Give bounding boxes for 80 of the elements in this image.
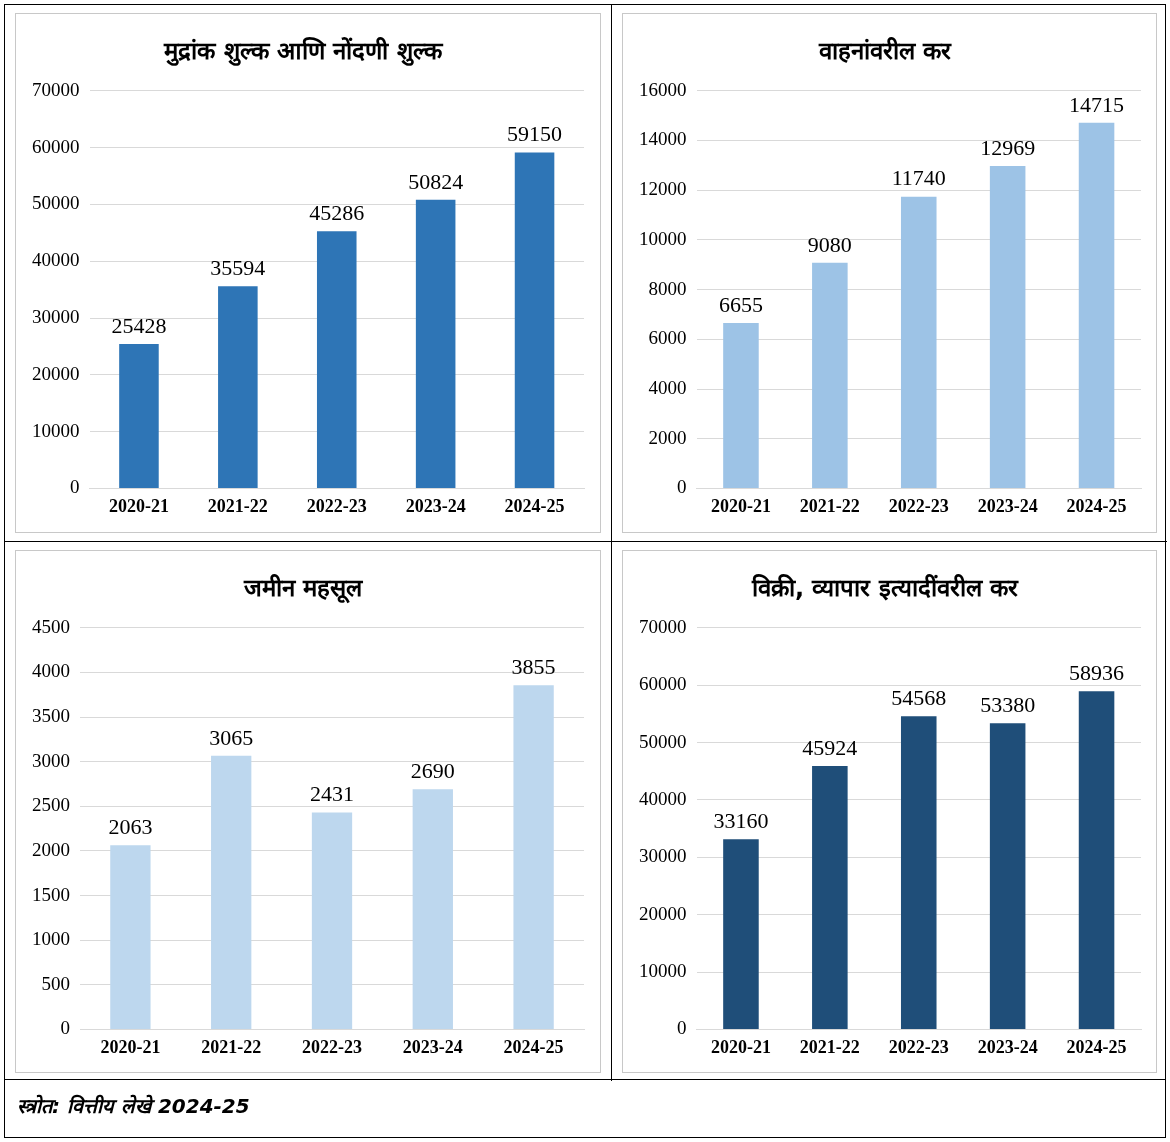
x-tick-label: 2021-22 <box>799 495 860 516</box>
x-tick-label: 2022-23 <box>888 495 949 516</box>
data-label: 12969 <box>980 134 1036 160</box>
y-tick-label: 20000 <box>639 902 687 924</box>
y-tick-label: 4000 <box>648 376 687 398</box>
x-tick-label: 2024-25 <box>1066 495 1127 516</box>
y-tick-label: 50000 <box>32 192 80 214</box>
y-tick-label: 4000 <box>32 660 70 682</box>
data-label: 25428 <box>111 312 167 338</box>
y-tick-label: 40000 <box>639 787 687 809</box>
data-label: 14715 <box>1069 91 1125 117</box>
y-tick-label: 3000 <box>32 749 70 771</box>
x-tick-label: 2022-23 <box>306 495 367 516</box>
data-label: 58936 <box>1069 660 1125 686</box>
chart-title: विक्री, व्यापार इत्यादींवरील कर <box>750 573 1020 602</box>
data-label: 11740 <box>891 165 946 191</box>
data-label: 59150 <box>507 121 563 147</box>
data-label: 2063 <box>108 814 153 840</box>
data-label: 3855 <box>511 654 556 680</box>
y-tick-label: 500 <box>41 972 70 994</box>
data-label: 53380 <box>980 691 1036 717</box>
y-tick-label: 0 <box>677 1017 687 1039</box>
y-tick-label: 40000 <box>32 249 80 271</box>
x-tick-label: 2021-22 <box>207 495 268 516</box>
y-tick-label: 70000 <box>32 78 80 100</box>
data-label: 3065 <box>209 724 254 750</box>
x-tick-label: 2023-24 <box>977 1036 1038 1057</box>
x-tick-label: 2024-25 <box>1066 1036 1127 1057</box>
y-tick-label: 30000 <box>639 845 687 867</box>
x-tick-label: 2024-25 <box>503 1036 564 1057</box>
data-label: 6655 <box>718 291 763 317</box>
y-tick-label: 8000 <box>648 277 687 299</box>
data-label: 50824 <box>408 168 464 194</box>
y-tick-label: 16000 <box>639 78 687 100</box>
y-tick-label: 0 <box>60 1017 70 1039</box>
chart-title: जमीन महसूल <box>242 573 365 604</box>
data-label: 54568 <box>891 685 947 711</box>
y-tick-label: 0 <box>70 476 80 498</box>
y-tick-label: 10000 <box>639 227 687 249</box>
x-tick-label: 2020-21 <box>710 1036 771 1057</box>
y-tick-label: 10000 <box>32 419 80 441</box>
x-tick-label: 2021-22 <box>201 1036 262 1057</box>
y-tick-label: 30000 <box>32 305 80 327</box>
data-label: 33160 <box>713 807 769 833</box>
x-tick-label: 2022-23 <box>302 1036 362 1057</box>
y-tick-label: 4500 <box>32 615 70 637</box>
text: स्त्रोत: वित्तीय लेखे 2024-25 <box>17 1093 251 1119</box>
x-tick-label: 2023-24 <box>405 495 466 516</box>
y-tick-label: 2000 <box>32 838 70 860</box>
x-tick-label: 2023-24 <box>402 1036 463 1057</box>
x-tick-label: 2020-21 <box>108 495 169 516</box>
data-label: 45924 <box>802 734 858 760</box>
y-tick-label: 70000 <box>639 615 687 637</box>
y-tick-label: 1000 <box>32 928 70 950</box>
y-tick-label: 1500 <box>32 883 70 905</box>
y-tick-label: 12000 <box>639 178 687 200</box>
y-tick-label: 50000 <box>639 730 687 752</box>
data-label: 9080 <box>807 231 852 257</box>
y-tick-label: 2000 <box>648 426 687 448</box>
x-tick-label: 2023-24 <box>977 495 1038 516</box>
y-tick-label: 6000 <box>648 327 687 349</box>
y-tick-label: 0 <box>677 476 687 498</box>
y-tick-label: 14000 <box>639 128 687 150</box>
y-tick-label: 10000 <box>639 960 687 982</box>
x-tick-label: 2020-21 <box>710 495 771 516</box>
y-tick-label: 3500 <box>32 705 70 727</box>
y-tick-label: 20000 <box>32 362 80 384</box>
data-label: 2690 <box>410 758 455 784</box>
y-tick-label: 60000 <box>32 135 80 157</box>
y-tick-label: 60000 <box>639 673 687 695</box>
chart-title: वाहनांवरील कर <box>817 36 953 65</box>
data-label: 45286 <box>309 199 365 225</box>
y-tick-label: 2500 <box>32 794 70 816</box>
data-label: 35594 <box>210 255 266 281</box>
x-tick-label: 2022-23 <box>888 1036 949 1057</box>
x-tick-label: 2020-21 <box>100 1036 161 1057</box>
x-tick-label: 2021-22 <box>799 1036 860 1057</box>
data-label: 2431 <box>310 781 354 807</box>
chart-title: मुद्रांक शुल्क आणि नोंदणी शुल्क <box>163 36 444 66</box>
x-tick-label: 2024-25 <box>504 495 565 516</box>
